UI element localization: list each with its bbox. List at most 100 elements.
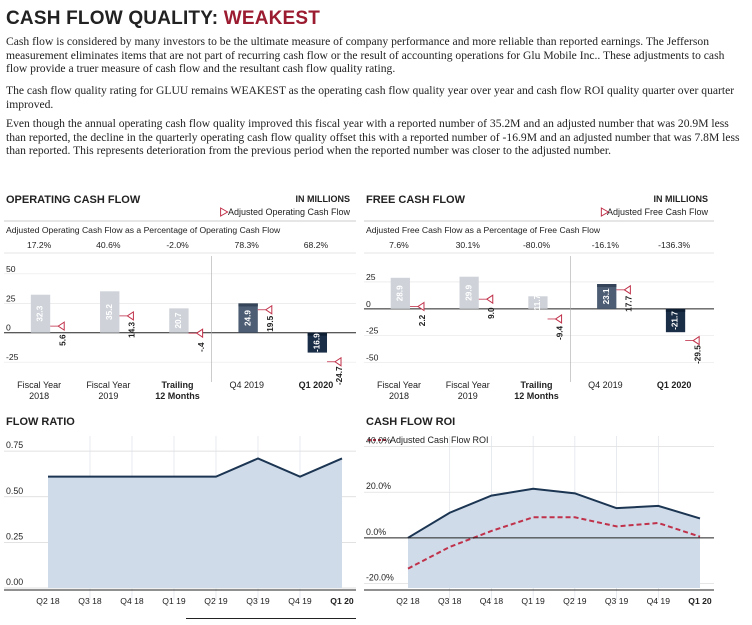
percentage-value: 78.3% <box>235 240 260 250</box>
y-tick-label: 50 <box>6 264 16 274</box>
bar-cap <box>238 303 258 307</box>
x-category-label: Q1 2020 <box>299 380 334 390</box>
y-tick-label: 0.75 <box>6 440 23 450</box>
x-category-label: Fiscal Year <box>17 380 61 390</box>
bar-cap <box>665 308 686 312</box>
legend-label: Adjusted Cash Flow ROI <box>390 435 489 445</box>
x-category-label: 2019 <box>98 391 118 401</box>
y-tick-label: 0 <box>366 299 371 309</box>
bar <box>307 332 328 353</box>
bar <box>30 294 51 333</box>
x-tick-label: Q3 19 <box>605 596 629 606</box>
adjusted-marker-icon <box>195 328 204 339</box>
bar-value-label: -16.9 <box>312 333 321 352</box>
x-category-label: 2018 <box>389 391 409 401</box>
bar-cap <box>597 284 617 288</box>
x-tick-label: Q3 18 <box>438 596 462 606</box>
x-category-label: Trailing <box>521 380 553 390</box>
x-tick-label: Q1 19 <box>521 596 545 606</box>
bar-value-label: 32.3 <box>36 305 45 321</box>
bar-value-label: 24.9 <box>243 310 252 326</box>
title-prefix: CASH FLOW QUALITY: <box>6 8 224 29</box>
flow-ratio-chart: FLOW RATIO 0.75 0.50 0.25 0.00 Q2 18 Q3 18 Q4 1… <box>4 416 356 606</box>
x-category-label: Q4 2019 <box>229 380 264 390</box>
percentage-value: 30.1% <box>456 240 481 250</box>
y-tick-label: 0 <box>6 323 11 333</box>
adjusted-value-label: 5.6 <box>58 334 67 346</box>
chart-title: CASH FLOW ROI <box>366 416 455 428</box>
page-title: CASH FLOW QUALITY: WEAKEST <box>6 8 320 30</box>
bar-value-label: 28.9 <box>396 285 405 301</box>
adjusted-marker-icon <box>554 314 563 324</box>
x-tick-label: Q2 18 <box>36 596 60 606</box>
adjusted-marker-icon <box>126 310 134 321</box>
bar <box>238 303 258 333</box>
percentage-value: 40.6% <box>96 240 121 250</box>
bar <box>390 277 410 309</box>
percentage-value: -80.0% <box>523 240 551 250</box>
y-tick-label: 0.0% <box>366 527 386 537</box>
adjusted-value-label: -9.4 <box>556 325 565 340</box>
footer-rule <box>186 618 356 619</box>
legend-marker-icon <box>600 207 610 217</box>
adjusted-value-label: 9.0 <box>487 307 496 319</box>
adjusted-value-label: -24.7 <box>335 366 344 385</box>
detail-paragraph: Even though the annual operating cash fl… <box>6 117 740 157</box>
percentage-value: -16.1% <box>592 240 620 250</box>
x-tick-label: Q2 19 <box>204 596 228 606</box>
x-tick-label: Q4 18 <box>480 596 504 606</box>
bar <box>169 308 189 333</box>
x-tick-label: Q3 19 <box>246 596 270 606</box>
adjusted-value-label: 19.5 <box>266 315 275 331</box>
x-tick-label: Q2 19 <box>563 596 587 606</box>
bar <box>528 296 548 309</box>
legend-label: Adjusted Operating Cash Flow <box>228 207 351 217</box>
percentage-value: -136.3% <box>658 240 690 250</box>
adjusted-line <box>407 516 701 570</box>
cash-flow-roi-chart: CASH FLOW ROI Adjusted Cash Flow ROI40.0%… <box>364 416 714 606</box>
legend-marker-icon <box>220 207 229 217</box>
adjusted-marker-icon <box>692 335 700 346</box>
y-tick-label: -25 <box>6 352 19 362</box>
x-category-label: Trailing <box>162 380 194 390</box>
x-category-label: 2018 <box>29 391 49 401</box>
adjusted-value-label: 2.2 <box>418 314 427 326</box>
x-category-label: Q1 2020 <box>657 380 692 390</box>
y-tick-label: 0.00 <box>6 577 23 587</box>
bar-value-label: 20.7 <box>174 312 183 328</box>
bar <box>459 276 479 309</box>
x-tick-label: Q1 20 <box>330 596 354 606</box>
free-cash-flow-chart: FREE CASH FLOW IN MILLIONS Adjusted Free C… <box>364 194 714 401</box>
bar-value-label: -21.7 <box>671 311 680 330</box>
x-tick-label: Q4 18 <box>120 596 144 606</box>
x-category-label: Fiscal Year <box>86 380 130 390</box>
chart-title: OPERATING CASH FLOW <box>6 194 141 206</box>
chart-title: FREE CASH FLOW <box>366 194 466 206</box>
y-tick-label: -50 <box>366 353 379 363</box>
x-category-label: Q4 2019 <box>588 380 623 390</box>
percentage-value: -2.0% <box>166 240 189 250</box>
y-tick-label: 25 <box>6 293 16 303</box>
adjusted-marker-icon <box>417 301 425 312</box>
bar-value-label: 29.9 <box>464 284 473 300</box>
units-label: IN MILLIONS <box>296 194 351 204</box>
adjusted-value-label: 17.7 <box>625 295 634 311</box>
rating-label: WEAKEST <box>223 8 321 29</box>
series-line <box>407 487 701 539</box>
bar-value-label: 35.2 <box>105 304 114 320</box>
y-tick-label: 20.0% <box>366 481 391 491</box>
adjusted-marker-icon <box>334 356 342 367</box>
x-tick-label: Q4 19 <box>288 596 312 606</box>
bar <box>665 308 686 333</box>
bar-value-label: 11.7 <box>533 294 542 310</box>
bar <box>100 291 120 333</box>
x-category-label: 2019 <box>458 391 478 401</box>
series-line <box>48 457 343 478</box>
x-category-label: Fiscal Year <box>446 380 490 390</box>
x-tick-label: Q1 19 <box>162 596 186 606</box>
y-tick-label: 0.25 <box>6 531 23 541</box>
percentage-value: 68.2% <box>304 240 329 250</box>
rating-paragraph: The cash flow quality rating for GLUU re… <box>6 84 735 111</box>
y-tick-label: 25 <box>366 272 376 282</box>
y-tick-label: -25 <box>366 326 379 336</box>
